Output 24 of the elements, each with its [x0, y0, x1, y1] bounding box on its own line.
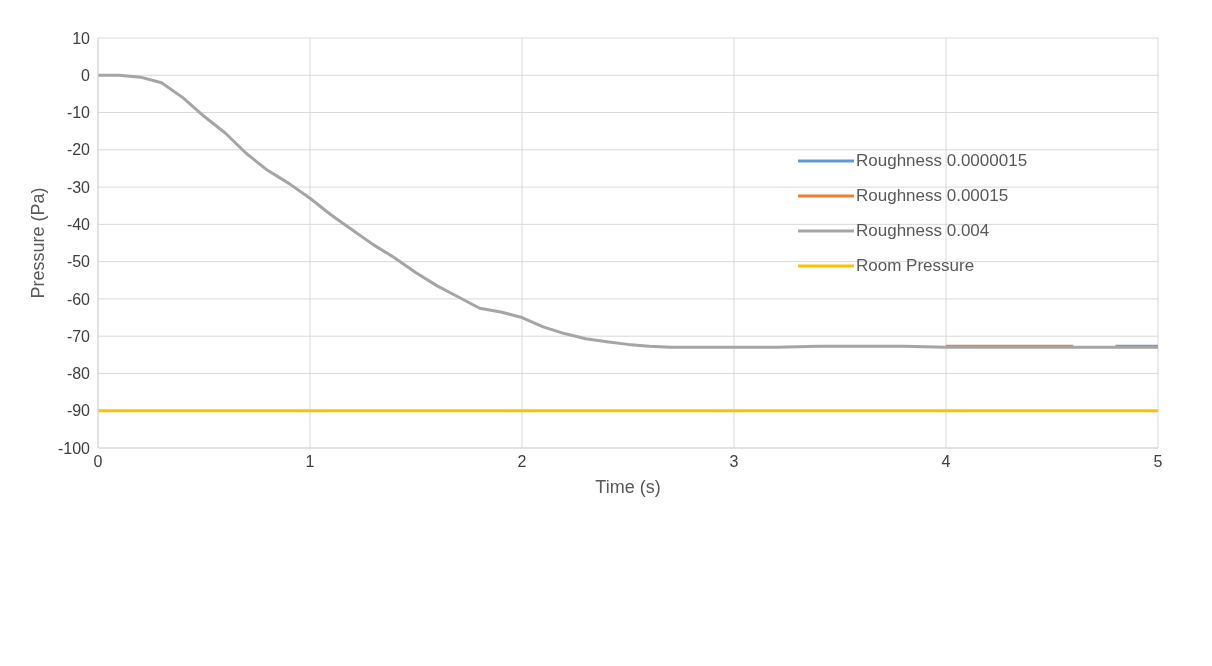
y-tick-label: -10 [66, 104, 91, 122]
x-tick-label: 1 [305, 453, 315, 471]
x-tick-label: 0 [93, 453, 103, 471]
legend-label: Room Pressure [856, 255, 975, 276]
y-tick-label: -30 [66, 178, 91, 196]
x-tick-label: 3 [729, 453, 739, 471]
legend-label: Roughness 0.0000015 [856, 150, 1028, 171]
x-tick-label: 5 [1153, 453, 1163, 471]
y-tick-label: -80 [66, 365, 91, 383]
y-tick-label: 0 [81, 66, 91, 84]
y-tick-label: -20 [66, 141, 91, 159]
y-axis-title: Pressure (Pa) [28, 187, 49, 299]
legend-label: Roughness 0.00015 [856, 185, 1009, 206]
y-tick-label: -70 [66, 327, 91, 345]
y-tick-label: -60 [66, 290, 91, 308]
y-tick-label: 10 [72, 29, 91, 47]
y-tick-label: -50 [66, 253, 91, 271]
legend-label: Roughness 0.004 [856, 220, 990, 241]
y-tick-label: -40 [66, 216, 91, 234]
y-tick-label: -90 [66, 402, 91, 420]
y-tick-label: -100 [57, 439, 91, 457]
x-axis-title: Time (s) [595, 477, 661, 497]
x-tick-label: 4 [941, 453, 951, 471]
x-tick-label: 2 [517, 453, 527, 471]
